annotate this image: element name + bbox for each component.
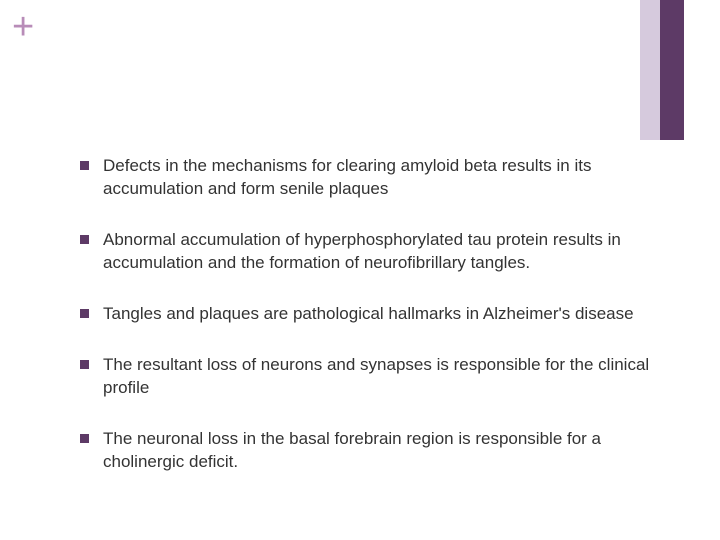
- content-area: Defects in the mechanisms for clearing a…: [80, 155, 660, 501]
- bullet-icon: [80, 434, 89, 443]
- list-item: Tangles and plaques are pathological hal…: [80, 303, 660, 326]
- bullet-icon: [80, 360, 89, 369]
- bullet-text: The resultant loss of neurons and synaps…: [103, 354, 660, 400]
- accent-bar-dark: [660, 0, 684, 140]
- list-item: The resultant loss of neurons and synaps…: [80, 354, 660, 400]
- accent-bars: [640, 0, 684, 140]
- bullet-icon: [80, 235, 89, 244]
- bullet-text: Defects in the mechanisms for clearing a…: [103, 155, 660, 201]
- list-item: The neuronal loss in the basal forebrain…: [80, 428, 660, 474]
- bullet-text: The neuronal loss in the basal forebrain…: [103, 428, 660, 474]
- bullet-icon: [80, 161, 89, 170]
- bullet-icon: [80, 309, 89, 318]
- bullet-text: Abnormal accumulation of hyperphosphoryl…: [103, 229, 660, 275]
- bullet-text: Tangles and plaques are pathological hal…: [103, 303, 634, 326]
- accent-bar-light: [640, 0, 660, 140]
- list-item: Defects in the mechanisms for clearing a…: [80, 155, 660, 201]
- plus-icon: +: [12, 8, 34, 46]
- list-item: Abnormal accumulation of hyperphosphoryl…: [80, 229, 660, 275]
